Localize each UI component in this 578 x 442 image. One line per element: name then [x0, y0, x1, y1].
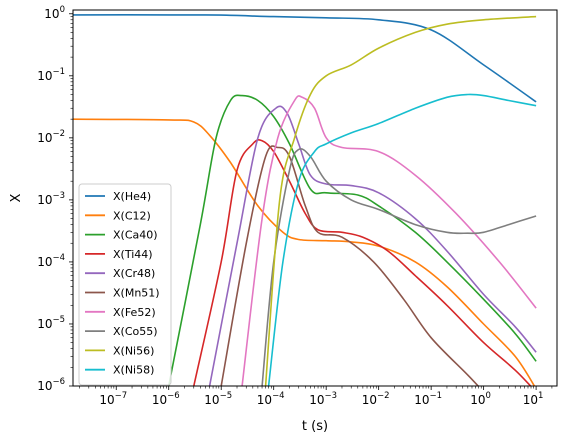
- x-tick-label: 10−6: [152, 391, 180, 407]
- series-line-xc12: [73, 118, 536, 386]
- series-line-xfe52: [241, 95, 537, 386]
- legend-entry-label: X(Co55): [113, 325, 158, 338]
- plot-frame: [72, 9, 558, 387]
- x-tick-label: 101: [523, 391, 544, 407]
- series-line-xmn51: [220, 145, 480, 386]
- y-tick-label: 10−2: [37, 129, 65, 145]
- x-tick-label: 10−3: [309, 391, 337, 407]
- y-tick-label: 10−4: [37, 253, 65, 269]
- plot-area: [73, 14, 537, 386]
- series-line-xco55: [261, 148, 537, 386]
- legend-entry-label: X(Ni58): [113, 364, 154, 377]
- x-tick-label: 10−1: [414, 391, 442, 407]
- y-tick-label: 10−5: [37, 315, 65, 331]
- legend-entry-label: X(Cr48): [113, 267, 155, 280]
- y-tick-label: 100: [44, 5, 65, 21]
- series-line-xca40: [167, 94, 537, 386]
- y-axis-ticks: 10−6 10−5 10−4 10−3 10−2 10−1 100: [37, 5, 73, 393]
- y-tick-label: 10−3: [37, 191, 65, 207]
- legend-entry-label: X(Fe52): [113, 306, 156, 319]
- legend-entry-label: X(C12): [113, 209, 151, 222]
- legend-entry-label: X(Ca40): [113, 229, 158, 242]
- x-tick-label: 100: [470, 391, 491, 407]
- x-tick-label: 10−2: [362, 391, 390, 407]
- x-axis-ticks: 10−7 10−6 10−5 10−4 10−3 10−2 10−1 100 101: [79, 386, 553, 407]
- series-line-xni58: [267, 93, 537, 386]
- legend: X(He4) X(C12) X(Ca40) X(Ti44) X(Cr48) X(Mn51)…: [78, 183, 172, 386]
- y-tick-label: 10−1: [37, 67, 65, 83]
- x-tick-label: 10−4: [257, 391, 285, 407]
- x-tick-label: 10−7: [99, 391, 127, 407]
- series-line-xni56: [264, 15, 537, 386]
- legend-entry-label: X(He4): [113, 190, 151, 203]
- series-line-xcr48: [208, 105, 537, 386]
- legend-entry-label: X(Ni56): [113, 344, 154, 357]
- x-axis-label: t (s): [302, 419, 328, 434]
- y-axis-label: X: [9, 193, 24, 202]
- legend-entry-label: X(Mn51): [113, 287, 160, 300]
- legend-entry-label: X(Ti44): [113, 248, 153, 261]
- x-tick-label: 10−5: [204, 391, 232, 407]
- series-line-xhe4: [73, 14, 537, 103]
- y-tick-label: 10−6: [37, 377, 65, 393]
